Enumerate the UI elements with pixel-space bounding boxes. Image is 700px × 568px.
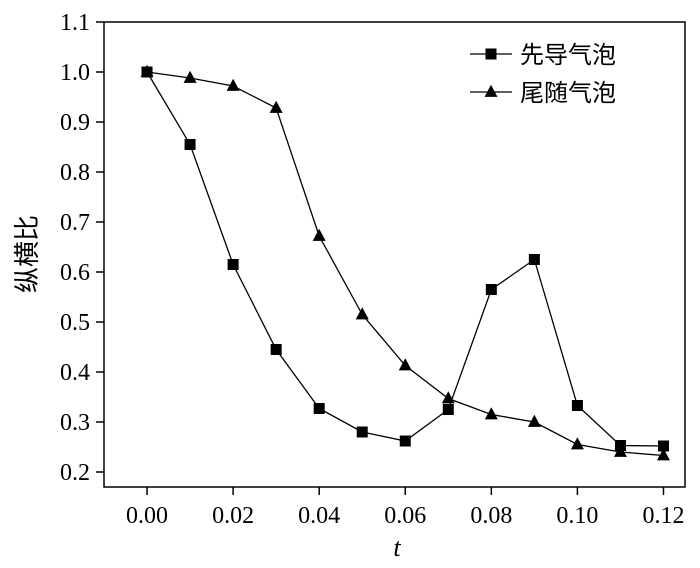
x-tick-label: 0.04 — [298, 503, 340, 529]
data-point-square — [270, 344, 282, 355]
data-point-triangle — [613, 444, 627, 457]
series-line — [146, 71, 664, 457]
y-axis-title: 纵横比 — [13, 215, 43, 293]
y-tick-label: 0.5 — [60, 310, 90, 336]
data-point-square — [657, 440, 669, 452]
x-tick-label: 0.10 — [556, 503, 598, 529]
legend-label: 尾随气泡 — [520, 79, 616, 107]
series-layer — [140, 64, 670, 461]
data-point-square — [184, 139, 196, 150]
legend-marker-triangle — [484, 84, 498, 97]
y-tick-label: 1.1 — [60, 10, 90, 36]
data-point-triangle — [226, 78, 240, 91]
x-tick-label: 0.12 — [642, 503, 684, 529]
legend-marker-square — [485, 48, 497, 60]
plot-frame — [103, 21, 686, 488]
legend-label: 先导气泡 — [520, 41, 616, 69]
data-point-triangle — [312, 228, 326, 241]
data-point-square — [442, 404, 454, 415]
data-point-square — [356, 426, 368, 438]
data-point-square — [485, 284, 497, 295]
data-point-triangle — [183, 70, 197, 83]
data-point-square — [528, 254, 540, 265]
y-tick-label: 0.7 — [60, 210, 90, 236]
data-point-square — [313, 403, 325, 414]
data-point-triangle — [570, 437, 584, 450]
y-tick-label: 0.2 — [60, 460, 90, 486]
y-tick-label: 0.8 — [60, 160, 90, 186]
x-axis-title: t — [393, 533, 401, 562]
y-axis: 0.2 0.3 0.4 0.5 0.6 0.7 0.8 0.9 1.0 1.1 — [60, 10, 104, 486]
x-axis: 0.00 0.02 0.04 0.06 0.08 0.10 0.12 — [126, 487, 684, 529]
data-point-square — [571, 400, 583, 411]
y-tick-label: 0.3 — [60, 410, 90, 436]
x-tick-label: 0.02 — [212, 503, 254, 529]
data-point-triangle — [441, 391, 455, 404]
data-point-square — [399, 435, 411, 447]
x-tick-label: 0.06 — [384, 503, 426, 529]
data-point-triangle — [484, 407, 498, 420]
data-point-triangle — [527, 414, 541, 427]
x-tick-label: 0.08 — [470, 503, 512, 529]
data-point-square — [227, 259, 239, 270]
x-tick-label: 0.00 — [126, 503, 168, 529]
y-tick-label: 1.0 — [60, 60, 90, 86]
series-line — [146, 71, 664, 447]
data-point-triangle — [355, 307, 369, 320]
data-point-triangle — [398, 358, 412, 371]
y-tick-label: 0.9 — [60, 110, 90, 136]
y-tick-label: 0.6 — [60, 260, 90, 286]
data-point-triangle — [656, 448, 670, 461]
data-point-triangle — [140, 64, 154, 77]
y-tick-label: 0.4 — [60, 360, 90, 386]
data-point-triangle — [269, 100, 283, 113]
